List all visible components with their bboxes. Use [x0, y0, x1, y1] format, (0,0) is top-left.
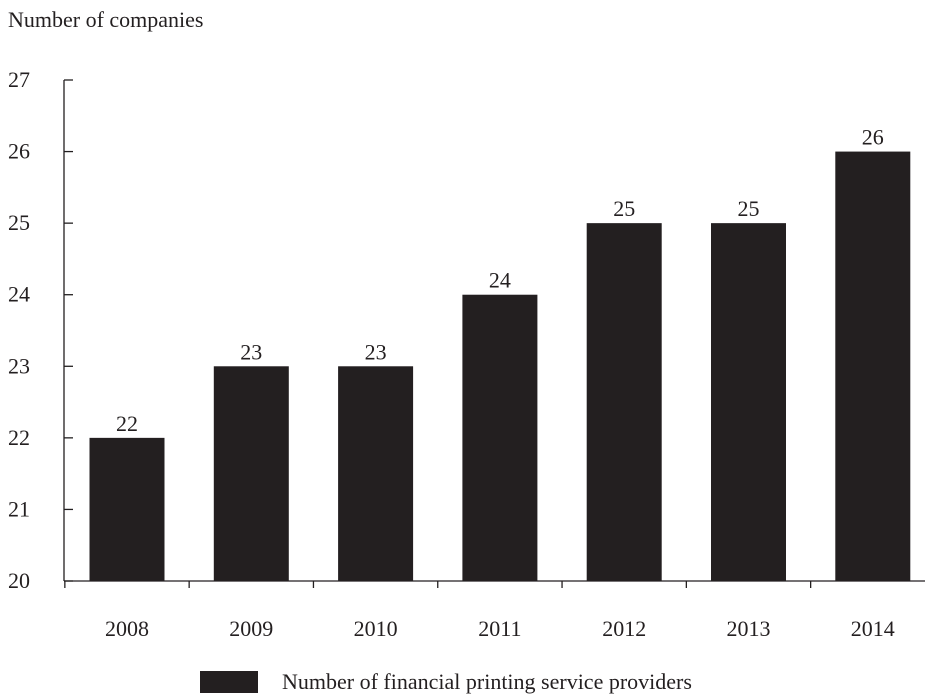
bar-2014	[835, 151, 911, 582]
y-tick-labels: 20 21 22 23 24 25 26 27	[8, 67, 30, 593]
y-tick-label: 26	[8, 139, 30, 164]
x-tick-label-2012: 2012	[602, 616, 646, 641]
y-tick-label: 20	[8, 568, 30, 593]
legend: Number of financial printing service pro…	[200, 669, 692, 694]
data-labels: 22 23 23 24 25 25 26	[116, 125, 884, 436]
x-tick-label-2011: 2011	[478, 616, 521, 641]
data-label-2012: 25	[613, 196, 635, 221]
data-label-2009: 23	[240, 339, 262, 364]
legend-swatch	[200, 671, 258, 693]
data-label-2013: 25	[738, 196, 760, 221]
y-tick-label: 24	[8, 282, 30, 307]
bar-2013	[711, 223, 786, 581]
x-tick-label-2009: 2009	[229, 616, 273, 641]
x-tick-label-2013: 2013	[727, 616, 771, 641]
data-label-2014: 26	[862, 125, 884, 150]
bars	[89, 151, 911, 582]
bar-2012	[586, 223, 662, 581]
x-tick-labels: 2008 2009 2010 2011 2012 2013 2014	[105, 616, 895, 641]
x-tick-label-2008: 2008	[105, 616, 149, 641]
bar-2008	[89, 437, 165, 581]
x-tick-label-2014: 2014	[851, 616, 895, 641]
data-label-2010: 23	[365, 339, 387, 364]
y-tick-label: 21	[8, 496, 30, 521]
y-tick-label: 22	[8, 425, 30, 450]
data-label-2011: 24	[489, 268, 511, 293]
legend-label: Number of financial printing service pro…	[282, 669, 692, 694]
bar-2010	[338, 366, 414, 581]
x-tick-label-2010: 2010	[354, 616, 398, 641]
y-tick-label: 27	[8, 67, 30, 92]
data-label-2008: 22	[116, 411, 138, 436]
bar-2009	[213, 366, 289, 581]
y-axis-title: Number of companies	[8, 7, 204, 32]
y-tick-label: 25	[8, 210, 30, 235]
bar-2011	[462, 294, 538, 581]
y-tick-label: 23	[8, 353, 30, 378]
